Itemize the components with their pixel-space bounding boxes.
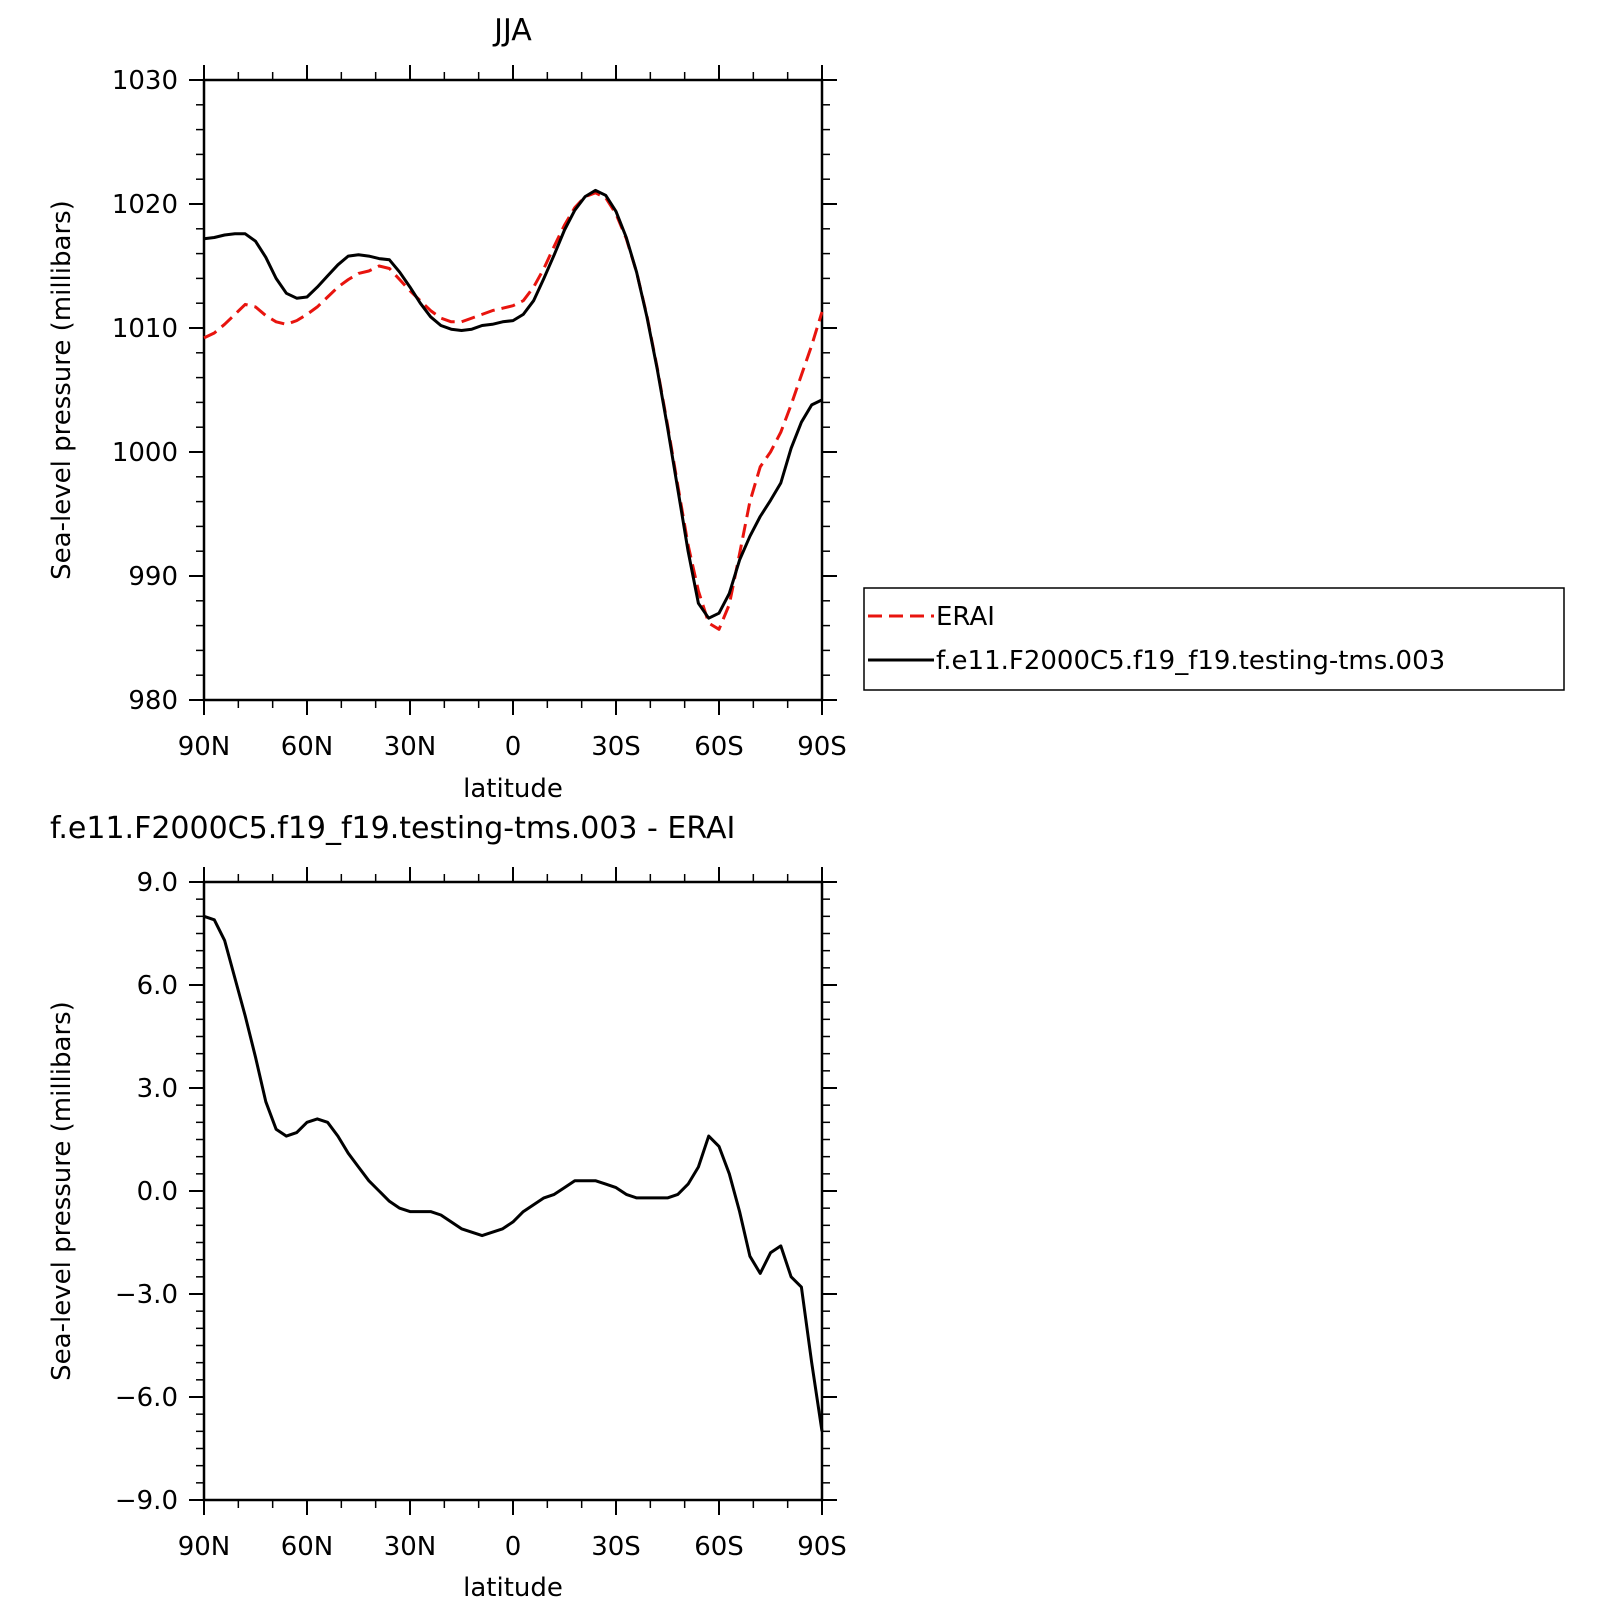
y-tick-label: 980	[128, 686, 178, 716]
plot-frame	[202, 880, 824, 1502]
series-line-f-e11-f2000c5-f19-f19-testing-tms-003	[203, 188, 823, 620]
y-tick-label: −9.0	[115, 1486, 178, 1516]
x-axis-label: latitude	[463, 774, 563, 804]
y-tick-label: 1010	[112, 314, 178, 344]
x-tick-label: 90S	[797, 732, 847, 762]
y-tick-label: 3.0	[137, 1074, 178, 1104]
y-axis-label: Sea-level pressure (millibars)	[47, 200, 77, 580]
series-line-difference	[203, 914, 824, 1432]
x-tick-label: 30N	[384, 732, 437, 762]
chart-panel-2: f.e11.F2000C5.f19_f19.testing-tms.003 - …	[47, 811, 847, 1603]
y-tick-label: 9.0	[137, 868, 178, 898]
x-tick-label: 60N	[281, 732, 334, 762]
x-axis-label: latitude	[463, 1573, 563, 1603]
legend: ERAI f.e11.F2000C5.f19_f19.testing-tms.00…	[863, 587, 1565, 691]
legend-label: ERAI	[936, 602, 995, 632]
x-tick-label: 60S	[694, 1532, 744, 1562]
x-tick-label: 30N	[384, 1532, 437, 1562]
x-tick-label: 90S	[797, 1532, 847, 1562]
y-tick-label: 1000	[112, 438, 178, 468]
chart-title: JJA	[492, 13, 532, 48]
legend-label: f.e11.F2000C5.f19_f19.testing-tms.003	[936, 646, 1445, 676]
series-line-erai	[203, 191, 824, 631]
x-tick-label: 0	[505, 732, 522, 762]
x-tick-label: 90N	[178, 732, 231, 762]
x-tick-label: 60S	[694, 732, 744, 762]
x-tick-label: 90N	[178, 1532, 231, 1562]
y-tick-label: 1020	[112, 190, 178, 220]
x-tick-label: 30S	[591, 1532, 641, 1562]
y-tick-label: 6.0	[137, 971, 178, 1001]
y-tick-label: −6.0	[115, 1383, 178, 1413]
y-tick-label: 1030	[112, 66, 178, 96]
x-tick-label: 30S	[591, 732, 641, 762]
legend-box	[863, 587, 1565, 691]
chart-title: f.e11.F2000C5.f19_f19.testing-tms.003 - …	[50, 811, 735, 846]
chart-panel-1: JJA 90N 60N 30N 0 30S 60S 90S 980 990 1000 1010 1020…	[47, 13, 1565, 804]
y-tick-label: −3.0	[115, 1280, 178, 1310]
y-tick-label: 990	[128, 562, 178, 592]
y-tick-label: 0.0	[137, 1177, 178, 1207]
x-tick-label: 0	[505, 1532, 522, 1562]
x-tick-label: 60N	[281, 1532, 334, 1562]
y-axis-label: Sea-level pressure (millibars)	[47, 1001, 77, 1381]
